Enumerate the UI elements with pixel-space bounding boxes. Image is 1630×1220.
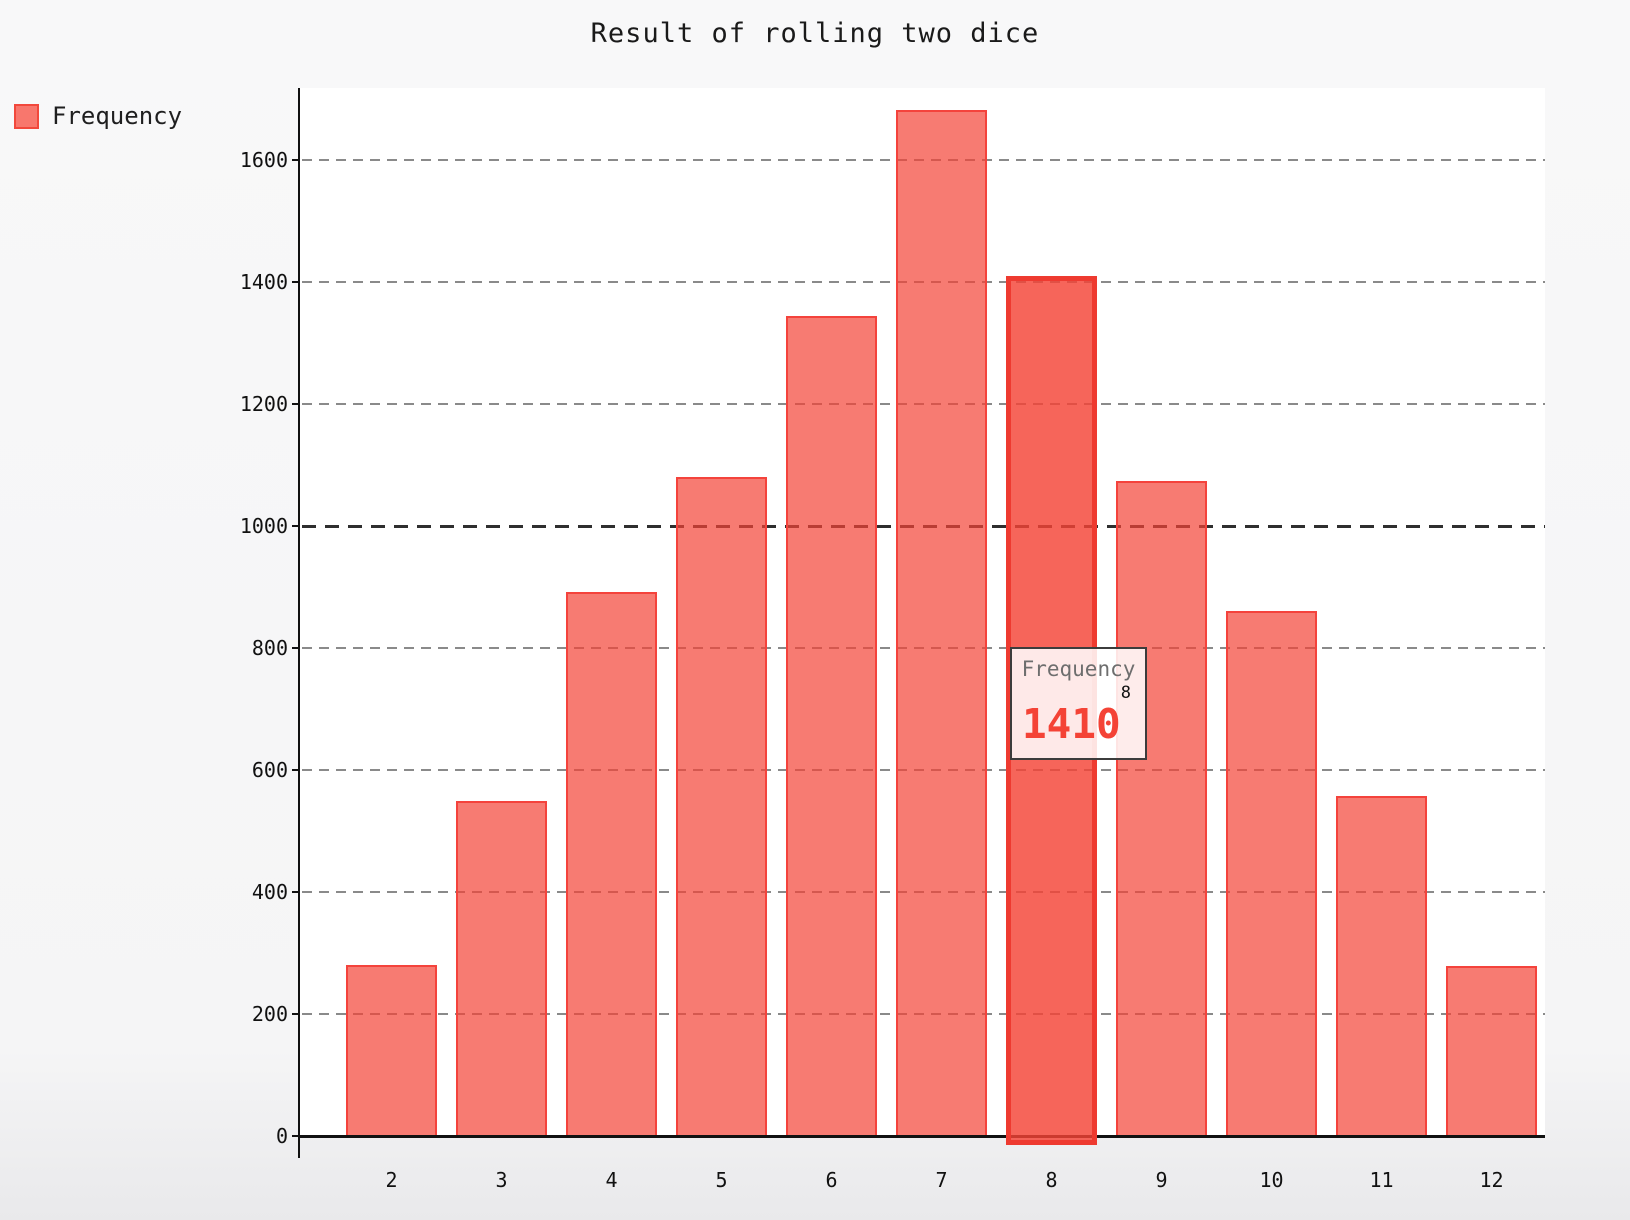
bar-4[interactable] <box>566 591 657 1136</box>
bar-3[interactable] <box>456 800 547 1136</box>
x-axis-tick-label-3: 3 <box>495 1168 508 1192</box>
legend-label: Frequency <box>52 102 183 130</box>
y-axis-tick-label-800: 800 <box>251 636 288 660</box>
y-axis-tick-label-600: 600 <box>251 758 288 782</box>
tooltip: Frequency 8 1410 <box>1010 647 1147 760</box>
y-axis-tick-mark-600 <box>292 769 300 771</box>
x-axis-tick-label-12: 12 <box>1479 1168 1504 1192</box>
bar-2[interactable] <box>346 965 437 1136</box>
x-axis-tick-label-5: 5 <box>715 1168 728 1192</box>
y-axis-tick-label-400: 400 <box>251 880 288 904</box>
x-axis-tick-label-11: 11 <box>1369 1168 1394 1192</box>
y-axis-tick-mark-1000 <box>292 525 300 527</box>
tooltip-series-label: Frequency <box>1021 657 1136 681</box>
y-axis-tick-mark-400 <box>292 891 300 893</box>
y-axis-tick-mark-1600 <box>292 159 300 161</box>
bar-7[interactable] <box>896 109 987 1136</box>
x-axis-tick-label-8: 8 <box>1045 1168 1058 1192</box>
page-title: Result of rolling two dice <box>590 18 1040 49</box>
y-axis-tick-mark-1200 <box>292 403 300 405</box>
legend-item-frequency[interactable]: Frequency <box>14 102 182 130</box>
x-axis-tick-label-6: 6 <box>825 1168 838 1192</box>
x-axis-tick-label-10: 10 <box>1259 1168 1284 1192</box>
y-axis-tick-label-1200: 1200 <box>239 392 288 416</box>
y-axis-tick-mark-200 <box>292 1013 300 1015</box>
y-axis-tick-label-200: 200 <box>251 1002 288 1026</box>
y-axis-tick-mark-800 <box>292 647 300 649</box>
y-axis-tick-label-1000: 1000 <box>239 514 288 538</box>
x-axis-tick-label-9: 9 <box>1155 1168 1168 1192</box>
tooltip-value: 1410 <box>1022 700 1121 748</box>
legend-swatch-icon <box>14 103 39 129</box>
bar-11[interactable] <box>1336 796 1427 1136</box>
y-axis-tick-label-0: 0 <box>275 1124 288 1148</box>
y-axis-tick-label-1400: 1400 <box>239 270 288 294</box>
y-axis-tick-mark-1400 <box>292 281 300 283</box>
y-axis-tick-label-1600: 1600 <box>239 148 288 172</box>
x-axis-tick-label-2: 2 <box>385 1168 398 1192</box>
bar-9[interactable] <box>1116 480 1207 1136</box>
x-axis-line <box>300 1135 1545 1138</box>
bar-6[interactable] <box>786 316 877 1136</box>
bar-5[interactable] <box>676 477 767 1136</box>
tooltip-category: 8 <box>1120 683 1131 703</box>
bar-10[interactable] <box>1226 611 1317 1136</box>
bar-12[interactable] <box>1446 965 1537 1136</box>
y-axis-line <box>298 88 300 1158</box>
y-axis-tick-mark-0 <box>292 1135 300 1137</box>
x-axis-tick-label-7: 7 <box>935 1168 948 1192</box>
x-axis-tick-label-4: 4 <box>605 1168 618 1192</box>
